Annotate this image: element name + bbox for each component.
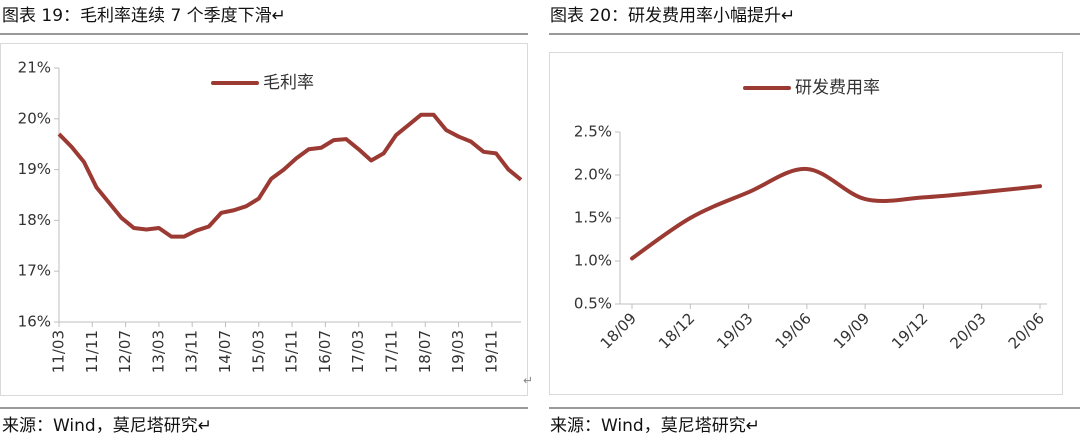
x-tick-label: 16/07 xyxy=(316,330,334,373)
x-tick-label: 15/03 xyxy=(249,330,267,373)
y-tick-label: 2.0% xyxy=(574,166,612,184)
source: 来源：Wind，莫尼塔研究↵ xyxy=(2,416,212,436)
x-tick-label: 20/03 xyxy=(946,309,989,352)
x-tick-label: 15/11 xyxy=(283,330,301,373)
x-tick-label: 13/03 xyxy=(149,330,167,373)
x-tick-label: 19/06 xyxy=(772,309,815,352)
y-tick-label: 0.5% xyxy=(574,295,612,313)
y-tick-label: 19% xyxy=(18,160,51,178)
line xyxy=(57,112,523,239)
x-tick-label: 19/09 xyxy=(830,309,873,352)
x-tick-label: 19/03 xyxy=(449,330,467,373)
x-tick-label: 19/03 xyxy=(713,309,756,352)
y-tick-label: 1.0% xyxy=(574,252,612,270)
y-tick-label: 1.5% xyxy=(574,209,612,227)
y-tick-label: 18% xyxy=(18,211,51,229)
y-tick-label: 21% xyxy=(18,59,51,77)
x-tick-label: 17/11 xyxy=(382,330,400,373)
caption: 图表 19：毛利率连续 7 个季度下滑↵ xyxy=(2,6,286,26)
caption: 图表 20：研发费用率小幅提升↵ xyxy=(550,6,795,26)
legend-label: 研发费用率 xyxy=(795,78,880,98)
y-tick-label: 17% xyxy=(18,262,51,280)
chart-frame xyxy=(549,52,1063,395)
x-tick-label: 18/09 xyxy=(597,309,640,352)
note: ↵ xyxy=(523,374,533,388)
x-tick-label: 11/03 xyxy=(50,330,68,373)
x-tick-label: 18/12 xyxy=(655,309,698,352)
chart-frame xyxy=(0,43,528,396)
x-tick-label: 13/11 xyxy=(183,330,201,373)
x-tick-label: 17/03 xyxy=(349,330,367,373)
y-tick-label: 2.5% xyxy=(574,123,612,141)
y-tick-label: 16% xyxy=(18,313,51,331)
x-tick-label: 11/11 xyxy=(83,330,101,373)
x-tick-label: 12/07 xyxy=(116,330,134,373)
x-tick-label: 19/11 xyxy=(482,330,500,373)
source: 来源：Wind，莫尼塔研究↵ xyxy=(550,416,760,436)
y-tick-label: 20% xyxy=(18,109,51,127)
x-tick-label: 20/06 xyxy=(1005,309,1048,352)
x-tick-label: 19/12 xyxy=(888,309,931,352)
x-tick-label: 14/07 xyxy=(216,330,234,373)
legend-label: 毛利率 xyxy=(263,73,314,93)
x-tick-label: 18/07 xyxy=(416,330,434,373)
line xyxy=(630,166,1042,261)
